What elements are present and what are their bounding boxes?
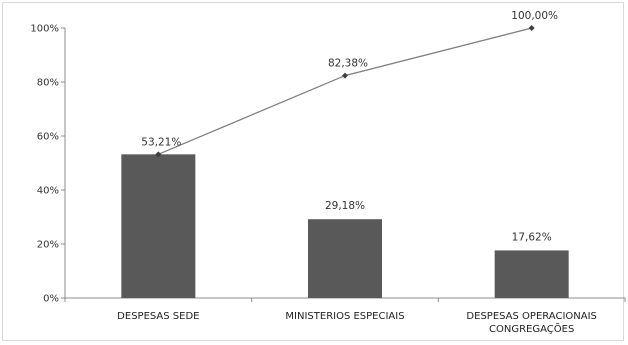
y-tick-label: 60% bbox=[37, 132, 59, 143]
category-label: MINISTERIOS ESPECIAIS bbox=[285, 311, 404, 322]
data-labels: 53,21% 82,38% 100,00% 29,18% 17,62% bbox=[141, 10, 558, 243]
line-data-label: 82,38% bbox=[328, 58, 368, 70]
y-tick-label: 100% bbox=[30, 24, 59, 35]
line-data-label: 100,00% bbox=[511, 10, 558, 22]
line-point bbox=[528, 25, 535, 31]
line-data-label: 53,21% bbox=[141, 136, 181, 148]
bar bbox=[121, 154, 196, 298]
category-label: DESPESAS SEDE bbox=[117, 311, 199, 322]
y-tick-label: 40% bbox=[37, 186, 59, 197]
line-point bbox=[155, 151, 162, 158]
y-tick-label: 0% bbox=[43, 294, 59, 305]
category-label: CONGREGAÇÕES bbox=[489, 322, 574, 335]
bar-data-label: 29,18% bbox=[325, 200, 365, 212]
bar bbox=[494, 250, 569, 298]
bars bbox=[121, 154, 569, 298]
y-tick-label: 80% bbox=[37, 78, 59, 89]
bar bbox=[308, 219, 382, 298]
y-tick-label: 20% bbox=[37, 240, 59, 251]
category-label: DESPESAS OPERACIONAIS bbox=[466, 311, 596, 322]
cumulative-line bbox=[155, 25, 535, 158]
cumulative-line-path bbox=[158, 27, 532, 155]
y-axis-ticks: 0% 20% 40% 60% 80% 100% bbox=[30, 24, 65, 305]
bar-data-label: 17,62% bbox=[512, 231, 552, 243]
category-labels: DESPESAS SEDE MINISTERIOS ESPECIAIS DESPES… bbox=[64, 298, 626, 335]
line-point bbox=[342, 72, 348, 79]
